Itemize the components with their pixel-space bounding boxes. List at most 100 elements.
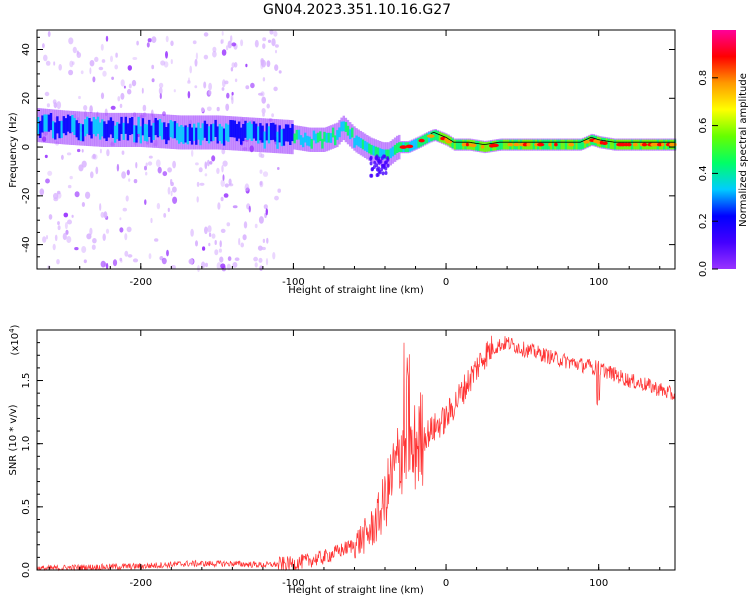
band-core — [58, 121, 61, 139]
noise-speckle — [100, 260, 106, 268]
noise-speckle — [119, 217, 122, 221]
band-core — [342, 121, 345, 132]
noise-speckle — [220, 228, 226, 233]
band-core — [316, 132, 320, 143]
noise-speckle — [248, 205, 251, 213]
band-core — [158, 119, 162, 137]
noise-speckle — [231, 91, 234, 96]
band-hotspot — [445, 139, 453, 144]
noise-speckle — [144, 165, 147, 171]
noise-speckle — [226, 92, 230, 99]
band-core — [487, 141, 491, 152]
band-core — [146, 124, 149, 142]
noise-speckle — [43, 54, 48, 62]
noise-speckle — [278, 70, 282, 74]
noise-speckle — [258, 151, 262, 158]
noise-speckle — [275, 49, 277, 54]
band-core — [109, 117, 113, 135]
band-core — [611, 139, 615, 150]
noise-speckle — [269, 29, 274, 35]
band-core — [458, 139, 461, 150]
noise-speckle — [95, 166, 99, 175]
band-core — [346, 125, 350, 136]
noise-speckle — [212, 50, 217, 58]
noise-speckle — [230, 35, 233, 42]
noise-speckle — [192, 40, 197, 45]
noise-speckle — [46, 103, 51, 108]
noise-speckle — [120, 79, 125, 87]
band-core — [460, 139, 463, 150]
band-core — [376, 147, 380, 158]
noise-speckle — [45, 60, 51, 66]
band-core — [216, 126, 219, 144]
noise-speckle — [245, 63, 248, 68]
band-core — [263, 131, 266, 149]
x-tick-label: 100 — [589, 578, 608, 589]
band-core — [99, 122, 102, 140]
band-core — [579, 139, 583, 150]
noise-speckle — [66, 152, 72, 156]
noise-speckle — [161, 257, 167, 265]
noise-speckle — [94, 56, 99, 63]
band-core — [545, 139, 548, 150]
band-core — [374, 146, 377, 157]
noise-speckle — [148, 155, 153, 159]
noise-speckle — [208, 90, 212, 96]
band-core — [231, 120, 234, 138]
noise-speckle — [48, 214, 53, 220]
band-core — [453, 139, 457, 150]
band-core — [261, 125, 264, 143]
noise-speckle — [123, 85, 126, 89]
band-core — [137, 116, 140, 134]
band-core — [244, 120, 247, 138]
noise-speckle — [254, 223, 258, 229]
noise-speckle — [42, 236, 47, 243]
band-core — [156, 120, 160, 138]
noise-speckle — [56, 101, 62, 110]
noise-speckle — [54, 234, 58, 241]
noise-speckle — [68, 37, 74, 45]
band-core — [344, 122, 348, 132]
band-tail — [377, 169, 381, 174]
noise-speckle — [240, 242, 244, 248]
noise-speckle — [277, 167, 280, 170]
noise-speckle — [220, 179, 225, 187]
noise-speckle — [121, 150, 125, 155]
noise-speckle — [99, 203, 102, 211]
noise-speckle — [172, 160, 177, 169]
noise-speckle — [53, 102, 58, 109]
noise-speckle — [254, 262, 258, 268]
colorbar-tick-label: 0.6 — [698, 118, 709, 134]
band-core — [248, 121, 251, 139]
noise-speckle — [254, 39, 259, 48]
x-tick-label: 0 — [443, 578, 449, 589]
noise-speckle — [272, 252, 276, 260]
noise-speckle — [83, 105, 88, 111]
band-core — [532, 139, 536, 150]
noise-speckle — [271, 38, 276, 47]
band-core — [265, 123, 268, 141]
band-tail — [370, 167, 374, 172]
band-hotspot — [513, 142, 520, 147]
noise-speckle — [91, 155, 96, 160]
noise-speckle — [114, 64, 118, 70]
band-core — [131, 117, 134, 135]
band-core — [171, 121, 174, 139]
noise-speckle — [71, 61, 75, 65]
noise-speckle — [202, 246, 206, 251]
snr-y-multiplier-base: (x10 — [10, 333, 21, 356]
noise-speckle — [45, 178, 50, 184]
noise-speckle — [56, 190, 61, 195]
band-core — [370, 144, 373, 155]
noise-speckle — [266, 237, 269, 244]
band-core — [436, 131, 439, 141]
noise-speckle — [216, 167, 220, 174]
band-hotspot — [490, 143, 499, 148]
noise-speckle — [103, 211, 108, 219]
noise-speckle — [234, 62, 238, 68]
noise-speckle — [142, 104, 147, 112]
band-core — [107, 120, 110, 138]
band-tail — [386, 163, 390, 168]
band-core — [483, 142, 486, 152]
band-core — [124, 116, 127, 134]
